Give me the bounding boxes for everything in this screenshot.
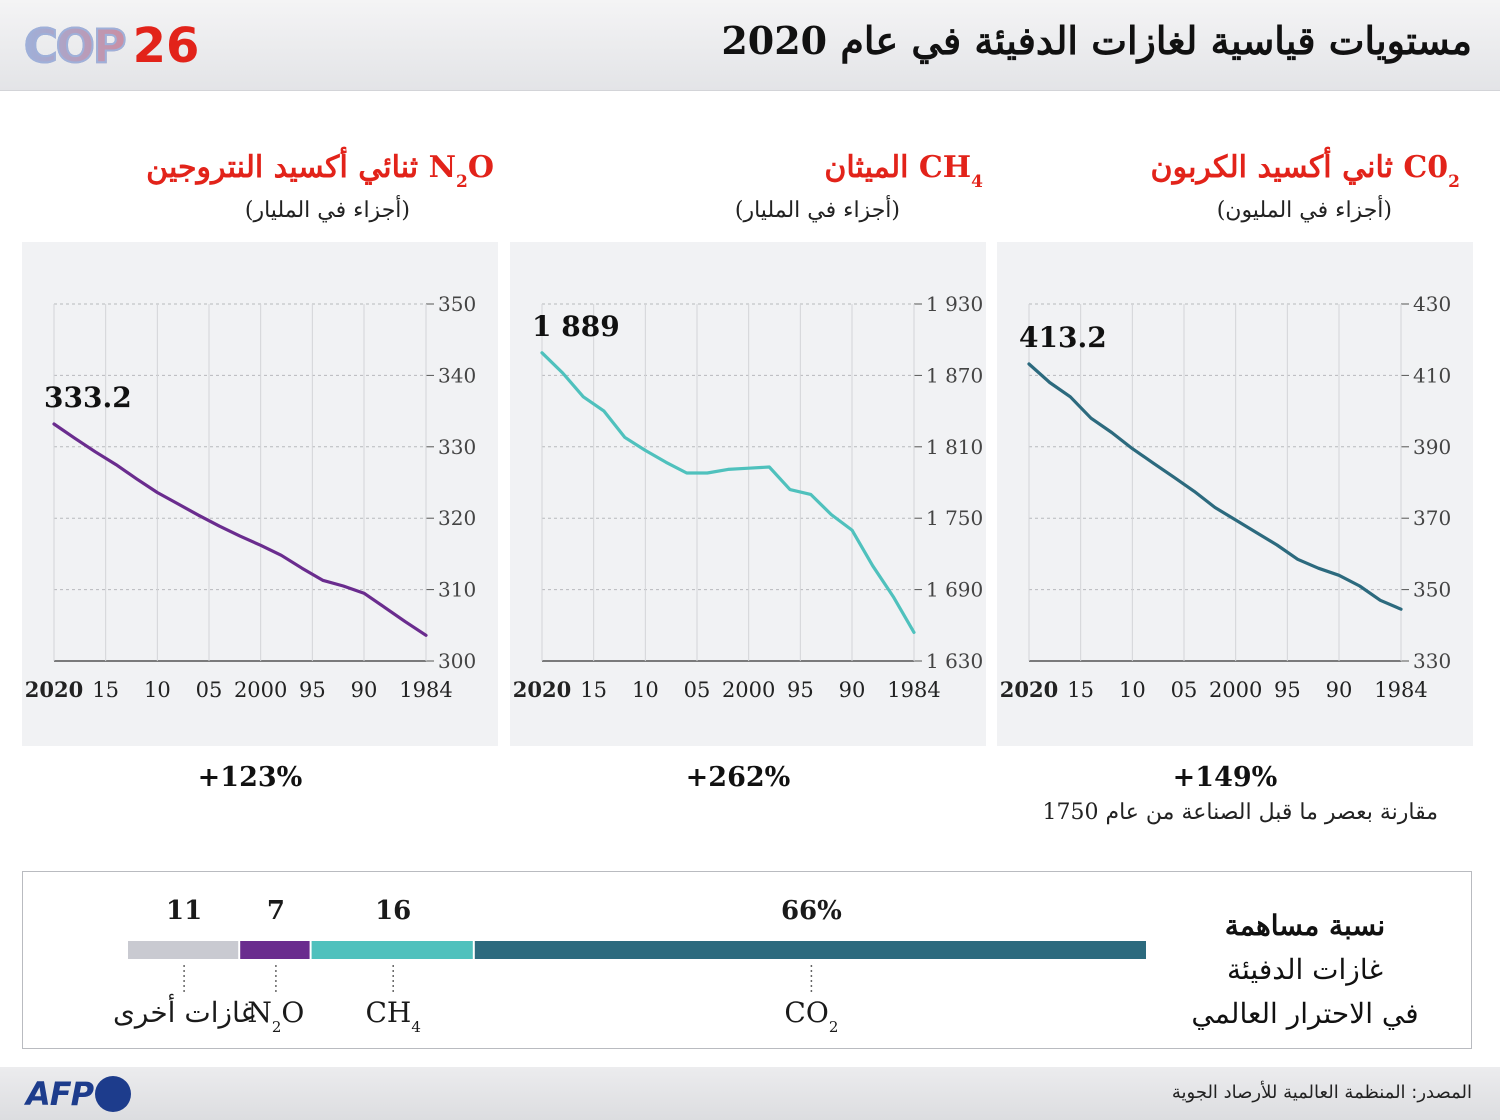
logo-word: COP bbox=[23, 18, 128, 74]
n2o-x-tick-label: 1984 bbox=[399, 678, 452, 702]
n2o-y-tick-label: 320 bbox=[438, 506, 476, 530]
co2-y-tick-label: 410 bbox=[1413, 363, 1451, 387]
ch4-line-chart: 1 930 1 870 1 810 1 750 1 690 1 630 2020 15 10 05… bbox=[513, 292, 983, 702]
n2o-y-tick-label: 300 bbox=[438, 649, 476, 673]
contribution-value: 16 bbox=[375, 896, 412, 926]
n2o-formula: N2O bbox=[428, 150, 494, 192]
n2o-end-value-label: 333.2 bbox=[44, 381, 132, 414]
ch4-x-tick-label: 15 bbox=[580, 678, 607, 702]
co2-y-tick-label: 370 bbox=[1413, 506, 1451, 530]
co2-line-chart: 430 410 390 370 350 330 2020 15 10 05 2000 95 90 1984… bbox=[1000, 292, 1451, 702]
n2o-y-tick-label: 340 bbox=[438, 363, 476, 387]
comparison-note: مقارنة بعصر ما قبل الصناعة من عام 1750 bbox=[1042, 800, 1438, 825]
co2-series-line bbox=[1027, 362, 1403, 611]
n2o-unit: (أجزاء في المليار) bbox=[244, 198, 410, 223]
co2-x-tick-label: 2020 bbox=[1000, 677, 1058, 702]
ch4-y-tick-label: 1 810 bbox=[926, 435, 983, 459]
ch4-title: CH4 الميثان bbox=[824, 150, 983, 192]
ch4-change: +262% bbox=[685, 762, 791, 793]
n2o-x-tick-label: 90 bbox=[351, 678, 378, 702]
header-bar bbox=[0, 0, 1500, 91]
cop26-logo: COP 26 bbox=[23, 16, 200, 76]
n2o-change: +123% bbox=[197, 762, 303, 793]
n2o-y-tick-label: 310 bbox=[438, 578, 476, 602]
co2-x-tick-label: 10 bbox=[1119, 678, 1146, 702]
co2-y-tick-label: 390 bbox=[1413, 435, 1451, 459]
page-title: مستويات قياسية لغازات الدفيئة في عام 202… bbox=[721, 18, 1472, 63]
contribution-segment bbox=[311, 941, 473, 959]
ch4-x-tick-label: 90 bbox=[839, 678, 866, 702]
ch4-x-tick-label: 2000 bbox=[722, 678, 775, 702]
co2-title: C02 ثاني أكسيد الكربون bbox=[1151, 150, 1460, 192]
logo-number: 26 bbox=[132, 18, 200, 74]
ch4-y-tick-label: 1 630 bbox=[926, 649, 983, 673]
ch4-formula: CH4 bbox=[918, 150, 983, 192]
ch4-chart-panel: 1 930 1 870 1 810 1 750 1 690 1 630 2020 15 10 05… bbox=[510, 242, 986, 746]
contribution-label: غازات أخرى bbox=[113, 996, 256, 1029]
co2-x-tick-label: 2000 bbox=[1209, 678, 1262, 702]
contribution-label: CO2 bbox=[784, 996, 839, 1036]
ch4-y-tick-label: 1 750 bbox=[926, 506, 983, 530]
co2-x-tick-label: 05 bbox=[1171, 678, 1198, 702]
co2-x-tick-label: 90 bbox=[1326, 678, 1353, 702]
n2o-y-tick-label: 350 bbox=[438, 292, 476, 316]
co2-x-tick-label: 95 bbox=[1274, 678, 1301, 702]
afp-logo: AFP bbox=[26, 1075, 132, 1113]
co2-x-tick-label: 15 bbox=[1067, 678, 1094, 702]
co2-y-tick-label: 350 bbox=[1413, 578, 1451, 602]
ch4-name: الميثان bbox=[824, 150, 909, 185]
afp-dot-icon bbox=[95, 1076, 132, 1112]
ch4-x-tick-label: 1984 bbox=[887, 678, 940, 702]
co2-y-tick-label: 430 bbox=[1413, 292, 1451, 316]
n2o-title: N2O ثنائي أكسيد النتروجين bbox=[146, 150, 494, 192]
contribution-value: 66% bbox=[780, 896, 842, 926]
contribution-panel bbox=[22, 871, 1472, 1049]
n2o-y-tick-label: 330 bbox=[438, 435, 476, 459]
n2o-x-tick-label: 15 bbox=[92, 678, 119, 702]
co2-unit: (أجزاء في المليون) bbox=[1216, 198, 1392, 223]
ch4-end-value-label: 1 889 bbox=[532, 310, 620, 343]
ch4-x-tick-label: 2020 bbox=[513, 677, 571, 702]
co2-end-value-label: 413.2 bbox=[1019, 321, 1107, 354]
co2-y-tick-label: 330 bbox=[1413, 649, 1451, 673]
contribution-value: 11 bbox=[166, 896, 203, 926]
contribution-label: N2O bbox=[247, 996, 305, 1036]
ch4-series-line bbox=[540, 351, 916, 634]
ch4-y-tick-label: 1 690 bbox=[926, 578, 983, 602]
n2o-x-tick-label: 05 bbox=[196, 678, 223, 702]
co2-name: ثاني أكسيد الكربون bbox=[1150, 150, 1393, 185]
co2-formula: C02 bbox=[1403, 150, 1460, 192]
contribution-label: CH4 bbox=[365, 996, 421, 1036]
ch4-x-tick-label: 10 bbox=[632, 678, 659, 702]
contribution-bar bbox=[128, 941, 1146, 993]
n2o-x-tick-label: 95 bbox=[299, 678, 326, 702]
contribution-title: نسبة مساهمة غازات الدفيئة في الاحترار ال… bbox=[1191, 909, 1419, 1030]
ch4-y-tick-label: 1 870 bbox=[926, 363, 983, 387]
source-note: المصدر: المنظمة العالمية للأرصاد الجوية bbox=[1171, 1082, 1472, 1103]
contribution-segment bbox=[240, 941, 310, 959]
n2o-line-chart: 350 340 330 320 310 300 2020 15 10 05 2000 95 90 1984… bbox=[25, 292, 476, 702]
n2o-chart-panel: 350 340 330 320 310 300 2020 15 10 05 2000 95 90 1984… bbox=[22, 242, 498, 746]
n2o-series-line bbox=[52, 422, 428, 637]
footer-bar bbox=[0, 1067, 1500, 1120]
ch4-y-tick-label: 1 930 bbox=[926, 292, 983, 316]
contribution-segment bbox=[474, 941, 1146, 959]
ch4-x-tick-label: 95 bbox=[787, 678, 814, 702]
co2-x-tick-label: 1984 bbox=[1374, 678, 1427, 702]
n2o-x-tick-label: 2020 bbox=[25, 677, 83, 702]
ch4-x-tick-label: 05 bbox=[684, 678, 711, 702]
n2o-x-tick-label: 10 bbox=[144, 678, 171, 702]
contribution-segment bbox=[128, 941, 239, 959]
co2-change: +149% bbox=[1172, 762, 1278, 793]
co2-chart-panel: 430 410 390 370 350 330 2020 15 10 05 2000 95 90 1984… bbox=[997, 242, 1473, 746]
n2o-x-tick-label: 2000 bbox=[234, 678, 287, 702]
n2o-name: ثنائي أكسيد النتروجين bbox=[146, 150, 419, 185]
ch4-unit: (أجزاء في المليار) bbox=[734, 198, 900, 223]
contribution-value: 7 bbox=[266, 896, 285, 926]
